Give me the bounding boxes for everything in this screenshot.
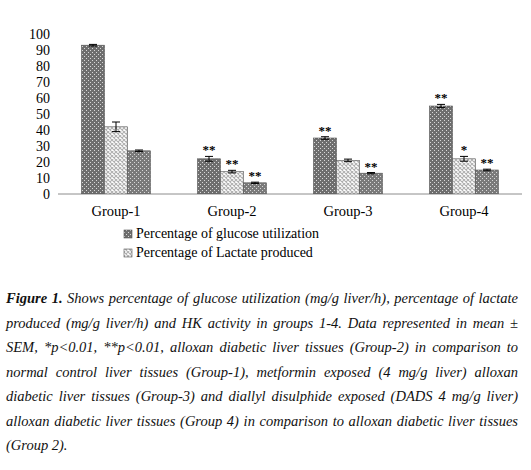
y-tick xyxy=(54,82,58,83)
x-tick-label: Group-4 xyxy=(439,203,489,219)
y-tick-label: 90 xyxy=(36,43,50,58)
y-tick xyxy=(54,194,58,195)
error-line xyxy=(116,122,117,132)
y-tick xyxy=(54,50,58,51)
y-tick xyxy=(54,66,58,67)
error-cap xyxy=(135,150,143,151)
error-bar xyxy=(112,122,120,132)
error-cap xyxy=(112,122,120,123)
error-cap xyxy=(483,170,491,171)
caption: Figure 1. Shows percentage of glucose ut… xyxy=(6,286,518,458)
y-tick-label: 50 xyxy=(36,107,50,122)
bar xyxy=(244,183,267,194)
annotations: *************** xyxy=(203,90,494,183)
significance: ** xyxy=(319,123,332,138)
error-cap xyxy=(344,161,352,162)
bar xyxy=(476,170,499,194)
error-cap xyxy=(460,161,468,162)
significance: ** xyxy=(481,155,494,170)
y-tick xyxy=(54,146,58,147)
legend-swatch xyxy=(124,230,132,238)
bar xyxy=(198,159,221,194)
error-bar xyxy=(89,44,97,46)
error-bar xyxy=(344,159,352,162)
caption-label: Figure 1. xyxy=(6,290,63,306)
x-tick-label: Group-3 xyxy=(323,203,372,219)
bars xyxy=(82,44,499,194)
y-tick-label: 40 xyxy=(36,123,50,138)
significance: ** xyxy=(203,142,216,157)
x-tick-label: Group-1 xyxy=(91,203,140,219)
legend-item: Percentage of glucose utilization xyxy=(124,226,319,241)
y-tick xyxy=(54,178,58,179)
y-tick xyxy=(54,130,58,131)
y-tick-label: 70 xyxy=(36,75,50,90)
error-cap xyxy=(89,46,97,47)
y-tick-label: 60 xyxy=(36,91,50,106)
bar xyxy=(360,173,383,194)
bar xyxy=(453,159,476,194)
y-tick xyxy=(54,34,58,35)
caption-text: Shows percentage of glucose utilization … xyxy=(6,290,518,453)
x-tick-label: Group-2 xyxy=(207,203,256,219)
legend-swatch xyxy=(124,249,132,257)
error-cap xyxy=(228,172,236,173)
significance: ** xyxy=(249,168,262,183)
significance: ** xyxy=(226,156,239,171)
bar xyxy=(105,127,128,194)
significance: ** xyxy=(365,159,378,174)
legend-label: Percentage of glucose utilization xyxy=(136,226,319,241)
y-tick-label: 20 xyxy=(36,155,50,170)
y-tick-label: 80 xyxy=(36,59,50,74)
bar xyxy=(314,138,337,194)
error-cap xyxy=(437,107,445,108)
bar xyxy=(82,45,105,194)
error-bar xyxy=(135,150,143,152)
y-tick xyxy=(54,114,58,115)
legend-item: Percentage of Lactate produced xyxy=(124,245,313,260)
bar xyxy=(128,151,151,194)
error-cap xyxy=(321,139,329,140)
y-tick-label: 100 xyxy=(29,27,50,42)
significance: * xyxy=(461,142,468,157)
bar xyxy=(221,172,244,194)
y-tick-label: 30 xyxy=(36,139,50,154)
y-tick-label: 10 xyxy=(36,171,50,186)
bar xyxy=(430,106,453,194)
legend-label: Percentage of Lactate produced xyxy=(136,245,313,260)
y-tick xyxy=(54,162,58,163)
error-cap xyxy=(135,151,143,152)
y-tick-label: 0 xyxy=(43,187,50,202)
error-cap xyxy=(112,131,120,132)
significance: ** xyxy=(435,90,448,105)
error-cap xyxy=(89,44,97,45)
chart: 0102030405060708090100***************Gro… xyxy=(0,0,531,280)
error-cap xyxy=(344,159,352,160)
y-tick xyxy=(54,98,58,99)
error-cap xyxy=(205,161,213,162)
bar xyxy=(337,160,360,194)
